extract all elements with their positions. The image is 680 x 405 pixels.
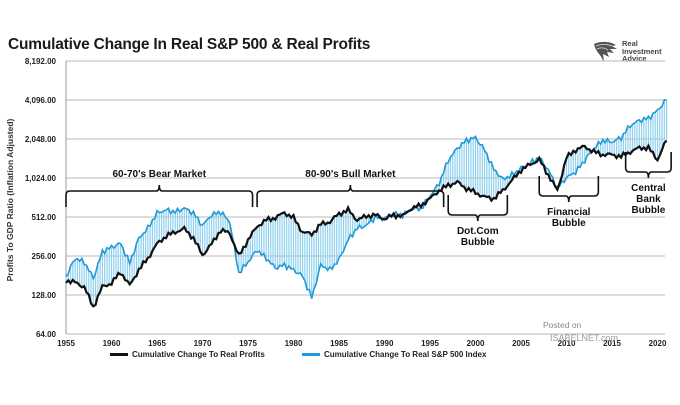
x-tick-label: 2020 — [649, 339, 667, 348]
x-tick-label: 2000 — [467, 339, 485, 348]
x-tick-label: 1995 — [421, 339, 439, 348]
x-tick-label: 1980 — [285, 339, 303, 348]
gridlines — [65, 60, 665, 335]
legend-swatch-profits — [110, 353, 128, 356]
y-tick-label: 4,096.00 — [25, 96, 57, 105]
legend-label-sp500: Cumulative Change To Real S&P 500 Index — [324, 350, 487, 359]
logo-line: Investment — [622, 46, 662, 56]
bracket — [256, 184, 445, 207]
watermark-site: ISABELNET.com — [550, 333, 619, 343]
annotations: 60-70's Bear Market 80-90's Bull Market Do… — [65, 152, 672, 248]
x-tick-label: 1970 — [194, 339, 212, 348]
annotation-label: Dot.Com — [457, 226, 499, 237]
chart-title: Cumulative Change In Real S&P 500 & Real… — [8, 36, 371, 53]
x-tick-label: 1985 — [330, 339, 348, 348]
y-tick-label: 256.00 — [32, 252, 57, 261]
y-tick-label: 512.00 — [32, 213, 57, 222]
y-tick-label: 2,048.00 — [25, 135, 57, 144]
series-lines — [65, 99, 668, 308]
bracket — [624, 152, 672, 179]
annotation-bull: 80-90's Bull Market — [256, 169, 445, 207]
annotation-label: Financial — [547, 207, 591, 218]
y-tick-label: 8,192.00 — [25, 57, 57, 66]
x-tick-labels: 1955 1960 1965 1970 1975 1980 1985 1990 1995 2000… — [57, 339, 667, 348]
legend-swatch-sp500 — [302, 353, 320, 356]
x-tick-label: 1955 — [57, 339, 75, 348]
y-tick-label: 64.00 — [36, 330, 57, 339]
annotation-bear: 60-70's Bear Market — [65, 169, 254, 207]
annotation-label: Central — [631, 183, 666, 194]
logo-line: Advice — [622, 54, 647, 63]
x-tick-label: 1960 — [103, 339, 121, 348]
series-line-sp500 — [65, 99, 667, 299]
y-tick-label: 128.00 — [32, 291, 57, 300]
y-tick-label: 1,024.00 — [25, 174, 57, 183]
annotation-label: Bubble — [631, 205, 665, 216]
x-tick-label: 1965 — [148, 339, 166, 348]
spread-hatching — [65, 99, 668, 307]
annotation-label: 60-70's Bear Market — [113, 169, 207, 180]
real-investment-advice-logo: Real Investment Advice — [592, 40, 672, 64]
bracket — [538, 176, 600, 203]
eagle-icon — [594, 41, 617, 62]
x-tick-label: 2010 — [558, 339, 576, 348]
y-tick-labels: 64.00 128.00 256.00 512.00 1,024.00 2,048.00 4… — [25, 57, 57, 339]
watermark-posted-on: Posted on — [543, 320, 582, 330]
logo-line: Real — [622, 39, 638, 48]
x-tick-label: 1975 — [239, 339, 257, 348]
bracket — [447, 195, 509, 222]
legend-item-profits: Cumulative Change To Real Profits — [110, 350, 265, 359]
x-tick-label: 2015 — [603, 339, 621, 348]
bracket — [65, 184, 254, 207]
x-tick-label: 2005 — [512, 339, 530, 348]
annotation-label: Bank — [636, 194, 661, 205]
x-tick-label: 1990 — [376, 339, 394, 348]
annotation-label: Bubble — [461, 237, 495, 248]
annotation-label: 80-90's Bull Market — [305, 169, 396, 180]
annotation-label: Bubble — [552, 218, 586, 229]
legend-item-sp500: Cumulative Change To Real S&P 500 Index — [302, 350, 486, 359]
series-line-profits — [65, 139, 668, 308]
legend-label-profits: Cumulative Change To Real Profits — [132, 350, 265, 359]
